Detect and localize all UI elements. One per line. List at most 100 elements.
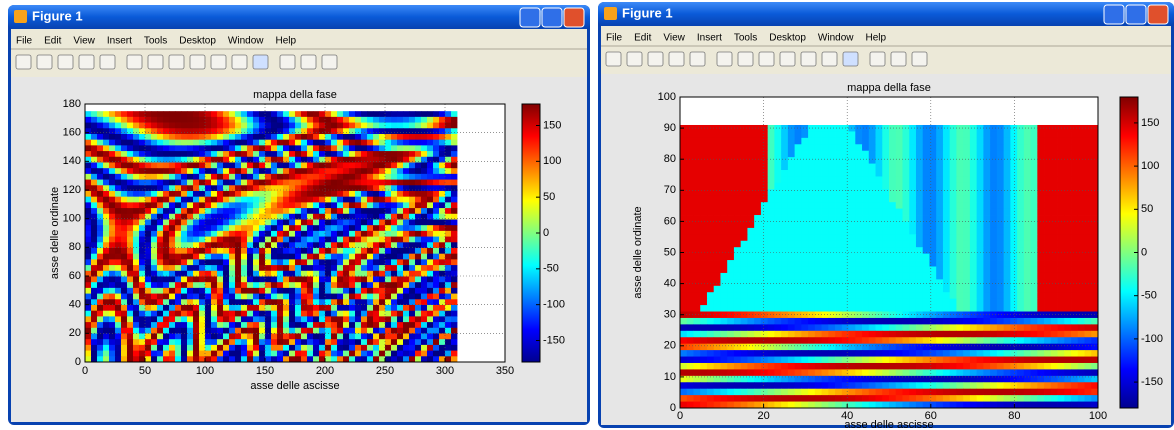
phase-map-cell [163, 134, 169, 140]
toolbar-button[interactable] [870, 52, 885, 66]
phase-map-cell [855, 312, 862, 319]
phase-map-cell [217, 288, 223, 294]
phase-map-cell [808, 202, 815, 209]
phase-map-cell [693, 202, 700, 209]
menu-item[interactable]: Help [866, 33, 887, 44]
toolbar-button[interactable] [606, 52, 621, 66]
toolbar-button[interactable] [100, 55, 115, 69]
toolbar-button[interactable] [648, 52, 663, 66]
close-button[interactable] [564, 8, 584, 27]
menu-item[interactable]: Window [228, 36, 264, 47]
toolbar-button[interactable] [843, 52, 858, 66]
toolbar-button[interactable] [738, 52, 753, 66]
menu-item[interactable]: View [73, 36, 95, 47]
minimize-button[interactable] [520, 8, 540, 27]
phase-map-cell [91, 128, 97, 134]
phase-map-cell [761, 157, 768, 164]
toolbar-button[interactable] [301, 55, 316, 69]
phase-map-cell [923, 234, 930, 241]
menu-item[interactable]: Insert [107, 36, 132, 47]
phase-map-cell [97, 180, 103, 186]
menu-item[interactable]: Desktop [179, 36, 216, 47]
toolbar-button[interactable] [891, 52, 906, 66]
menu-item[interactable]: Edit [634, 33, 651, 44]
phase-map-cell [301, 134, 307, 140]
menu-item[interactable]: Tools [734, 33, 757, 44]
toolbar-button[interactable] [211, 55, 226, 69]
toolbar-button[interactable] [690, 52, 705, 66]
phase-map-cell [127, 345, 133, 351]
toolbar-button[interactable] [801, 52, 816, 66]
window-title: Figure 1 [622, 5, 673, 20]
phase-map-cell [277, 111, 283, 117]
maximize-button[interactable] [1126, 5, 1146, 24]
phase-map-cell [963, 144, 970, 151]
toolbar-button[interactable] [627, 52, 642, 66]
phase-map-cell [115, 305, 121, 311]
phase-map-cell [385, 322, 391, 328]
phase-map-cell [862, 331, 869, 338]
toolbar-button[interactable] [717, 52, 732, 66]
phase-map-cell [235, 202, 241, 208]
phase-map-cell [133, 151, 139, 157]
toolbar-button[interactable] [37, 55, 52, 69]
phase-map-cell [1004, 234, 1011, 241]
menu-item[interactable]: Window [818, 33, 854, 44]
menu-item[interactable]: File [606, 33, 623, 44]
phase-map-cell [747, 228, 754, 235]
toolbar-button[interactable] [822, 52, 837, 66]
phase-map-cell [409, 151, 415, 157]
toolbar-button[interactable] [253, 55, 268, 69]
menu-item[interactable]: View [663, 33, 685, 44]
phase-map-cell [1010, 196, 1017, 203]
phase-map-cell [355, 276, 361, 282]
toolbar-button[interactable] [759, 52, 774, 66]
toolbar-button[interactable] [16, 55, 31, 69]
phase-map-cell [795, 164, 802, 171]
phase-map-cell [241, 197, 247, 203]
phase-map-cell [343, 356, 349, 362]
phase-map-cell [687, 157, 694, 164]
menu-item[interactable]: Insert [697, 33, 722, 44]
toolbar-button[interactable] [322, 55, 337, 69]
toolbar-button[interactable] [169, 55, 184, 69]
menu-item[interactable]: File [16, 36, 33, 47]
phase-map-cell [379, 168, 385, 174]
phase-map-cell [909, 196, 916, 203]
phase-map-cell [849, 234, 856, 241]
phase-map-cell [217, 111, 223, 117]
phase-map-cell [1037, 196, 1044, 203]
phase-map-cell [983, 305, 990, 312]
phase-map-cell [277, 328, 283, 334]
phase-map-cell [97, 231, 103, 237]
phase-map-cell [253, 288, 259, 294]
toolbar-button[interactable] [148, 55, 163, 69]
close-button[interactable] [1148, 5, 1168, 24]
phase-map-cell [707, 202, 714, 209]
menu-item[interactable]: Desktop [769, 33, 806, 44]
menu-item[interactable]: Edit [44, 36, 61, 47]
phase-map-cell [876, 305, 883, 312]
toolbar-button[interactable] [79, 55, 94, 69]
menu-item[interactable]: Help [276, 36, 297, 47]
phase-map-cell [889, 331, 896, 338]
toolbar-button[interactable] [127, 55, 142, 69]
toolbar-button[interactable] [232, 55, 247, 69]
menu-item[interactable]: Tools [144, 36, 167, 47]
phase-map-cell [801, 215, 808, 222]
phase-map-cell [397, 237, 403, 243]
toolbar-button[interactable] [190, 55, 205, 69]
toolbar-button[interactable] [780, 52, 795, 66]
minimize-button[interactable] [1104, 5, 1124, 24]
phase-map-cell [373, 117, 379, 123]
phase-map-cell [835, 164, 842, 171]
phase-map-cell [869, 164, 876, 171]
toolbar-button[interactable] [669, 52, 684, 66]
maximize-button[interactable] [542, 8, 562, 27]
toolbar-button[interactable] [58, 55, 73, 69]
phase-map-cell [1064, 337, 1071, 344]
phase-map-cell [990, 234, 997, 241]
toolbar-button[interactable] [280, 55, 295, 69]
toolbar-button[interactable] [912, 52, 927, 66]
phase-map-cell [385, 305, 391, 311]
